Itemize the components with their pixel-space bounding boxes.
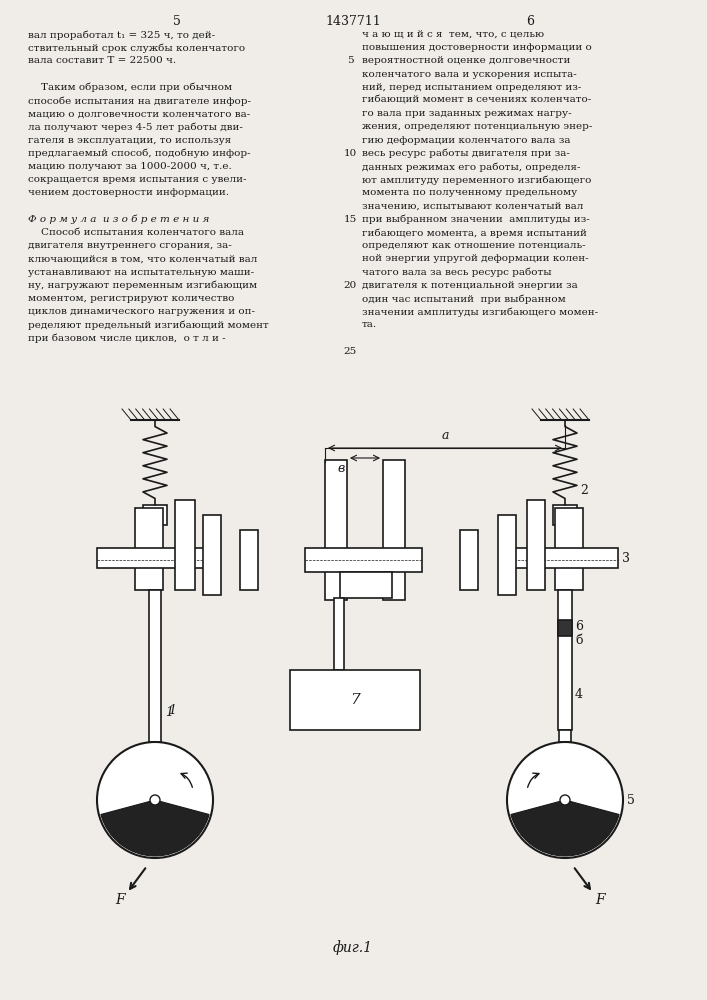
Text: ствительный срок службы коленчатого: ствительный срок службы коленчатого [28, 43, 245, 53]
Bar [510, 548, 618, 568]
Text: момента по полученному предельному: момента по полученному предельному [362, 188, 577, 197]
Text: моментом, регистрируют количество: моментом, регистрируют количество [28, 294, 235, 303]
Text: гателя в эксплуатации, то используя: гателя в эксплуатации, то используя [28, 136, 231, 145]
Text: определяют как отношение потенциаль-: определяют как отношение потенциаль- [362, 241, 585, 250]
Bar [290, 670, 420, 730]
Text: 5: 5 [173, 15, 181, 28]
Circle shape [560, 795, 570, 805]
Text: б: б [575, 634, 583, 647]
Text: ла получают через 4-5 лет работы дви-: ла получают через 4-5 лет работы дви- [28, 122, 243, 132]
Text: ний, перед испытанием определяют из-: ний, перед испытанием определяют из- [362, 83, 581, 92]
Bar [553, 505, 577, 525]
Bar [203, 515, 221, 595]
Text: ключающийся в том, что коленчатый вал: ключающийся в том, что коленчатый вал [28, 254, 257, 263]
Text: чатого вала за весь ресурс работы: чатого вала за весь ресурс работы [362, 268, 551, 277]
Bar [325, 460, 347, 600]
Text: F: F [115, 893, 125, 907]
Text: 15: 15 [344, 215, 356, 224]
Bar [97, 548, 205, 568]
Bar [135, 508, 163, 590]
Wedge shape [511, 800, 619, 856]
Text: го вала при заданных режимах нагру-: го вала при заданных режимах нагру- [362, 109, 572, 118]
Text: а: а [441, 429, 449, 442]
Text: Ф о р м у л а  и з о б р е т е н и я: Ф о р м у л а и з о б р е т е н и я [28, 215, 209, 224]
Text: мацию о долговечности коленчатого ва-: мацию о долговечности коленчатого ва- [28, 109, 250, 118]
Text: коленчатого вала и ускорения испыта-: коленчатого вала и ускорения испыта- [362, 70, 577, 79]
Text: ну, нагружают переменным изгибающим: ну, нагружают переменным изгибающим [28, 281, 257, 290]
Text: п: п [195, 787, 202, 797]
Text: 1437711: 1437711 [325, 15, 381, 28]
Text: 3: 3 [622, 552, 630, 564]
Text: ределяют предельный изгибающий момент: ределяют предельный изгибающий момент [28, 320, 269, 330]
Text: 10: 10 [344, 149, 356, 158]
Text: F: F [595, 893, 604, 907]
Text: n: n [514, 789, 521, 799]
Text: 4: 4 [575, 688, 583, 702]
Text: 6: 6 [575, 620, 583, 634]
Bar [149, 590, 161, 742]
Text: данных режимах его работы, определя-: данных режимах его работы, определя- [362, 162, 580, 172]
Text: сокращается время испытания с увели-: сокращается время испытания с увели- [28, 175, 247, 184]
Text: вал проработал t₁ = 325 ч, то дей-: вал проработал t₁ = 325 ч, то дей- [28, 30, 215, 39]
Bar [555, 508, 583, 590]
Bar [559, 730, 571, 742]
Text: Способ испытания коленчатого вала: Способ испытания коленчатого вала [28, 228, 244, 237]
Text: жения, определяют потенциальную энер-: жения, определяют потенциальную энер- [362, 122, 592, 131]
Text: Таким образом, если при обычном: Таким образом, если при обычном [28, 83, 232, 92]
Text: 20: 20 [344, 281, 356, 290]
Text: 1: 1 [168, 704, 176, 716]
Text: в: в [338, 462, 345, 475]
Text: при базовом числе циклов,  о т л и -: при базовом числе циклов, о т л и - [28, 334, 226, 343]
Bar [527, 500, 545, 590]
Circle shape [97, 742, 213, 858]
Text: гию деформации коленчатого вала за: гию деформации коленчатого вала за [362, 136, 571, 145]
Circle shape [507, 742, 623, 858]
Text: способе испытания на двигателе инфор-: способе испытания на двигателе инфор- [28, 96, 251, 105]
Text: чением достоверности информации.: чением достоверности информации. [28, 188, 229, 197]
Text: 5: 5 [627, 794, 635, 806]
Text: фuг.1: фuг.1 [333, 941, 373, 955]
Text: двигателя внутреннего сгорания, за-: двигателя внутреннего сгорания, за- [28, 241, 232, 250]
Text: ч а ю щ и й с я  тем, что, с целью: ч а ю щ и й с я тем, что, с целью [362, 30, 544, 39]
Text: 7: 7 [350, 693, 360, 707]
Text: при выбранном значении  амплитуды из-: при выбранном значении амплитуды из- [362, 215, 590, 224]
Text: вероятностной оценке долговечности: вероятностной оценке долговечности [362, 56, 571, 65]
Bar [460, 530, 478, 590]
Text: ют амплитуду переменного изгибающего: ют амплитуду переменного изгибающего [362, 175, 591, 185]
Bar [175, 500, 195, 590]
Text: двигателя к потенциальной энергии за: двигателя к потенциальной энергии за [362, 281, 578, 290]
Bar [558, 590, 572, 730]
Text: 5: 5 [346, 56, 354, 65]
Text: 2: 2 [580, 484, 588, 496]
Text: та.: та. [362, 320, 377, 329]
Text: устанавливают на испытательную маши-: устанавливают на испытательную маши- [28, 268, 254, 277]
Bar [498, 515, 516, 595]
Bar [558, 620, 572, 636]
Text: гибающего момента, а время испытаний: гибающего момента, а время испытаний [362, 228, 587, 237]
Bar [334, 598, 344, 670]
Text: повышения достоверности информации о: повышения достоверности информации о [362, 43, 592, 52]
Text: мацию получают за 1000-2000 ч, т.е.: мацию получают за 1000-2000 ч, т.е. [28, 162, 232, 171]
Text: ной энергии упругой деформации колен-: ной энергии упругой деформации колен- [362, 254, 589, 263]
Text: гибающий момент в сечениях коленчато-: гибающий момент в сечениях коленчато- [362, 96, 591, 105]
Bar [143, 505, 167, 525]
Text: предлагаемый способ, подобную инфор-: предлагаемый способ, подобную инфор- [28, 149, 250, 158]
Bar [340, 572, 392, 598]
Text: один час испытаний  при выбранном: один час испытаний при выбранном [362, 294, 566, 304]
Bar [383, 460, 405, 600]
Bar [305, 548, 422, 572]
Circle shape [150, 795, 160, 805]
Text: 25: 25 [344, 347, 356, 356]
Text: вала составит T = 22500 ч.: вала составит T = 22500 ч. [28, 56, 176, 65]
Text: циклов динамического нагружения и оп-: циклов динамического нагружения и оп- [28, 307, 255, 316]
Text: значении амплитуды изгибающего момен-: значении амплитуды изгибающего момен- [362, 307, 598, 317]
Wedge shape [101, 800, 209, 856]
Text: 1: 1 [165, 706, 173, 720]
Text: значению, испытывают коленчатый вал: значению, испытывают коленчатый вал [362, 202, 583, 211]
Bar [240, 530, 258, 590]
Text: весь ресурс работы двигателя при за-: весь ресурс работы двигателя при за- [362, 149, 570, 158]
Text: 6: 6 [526, 15, 534, 28]
